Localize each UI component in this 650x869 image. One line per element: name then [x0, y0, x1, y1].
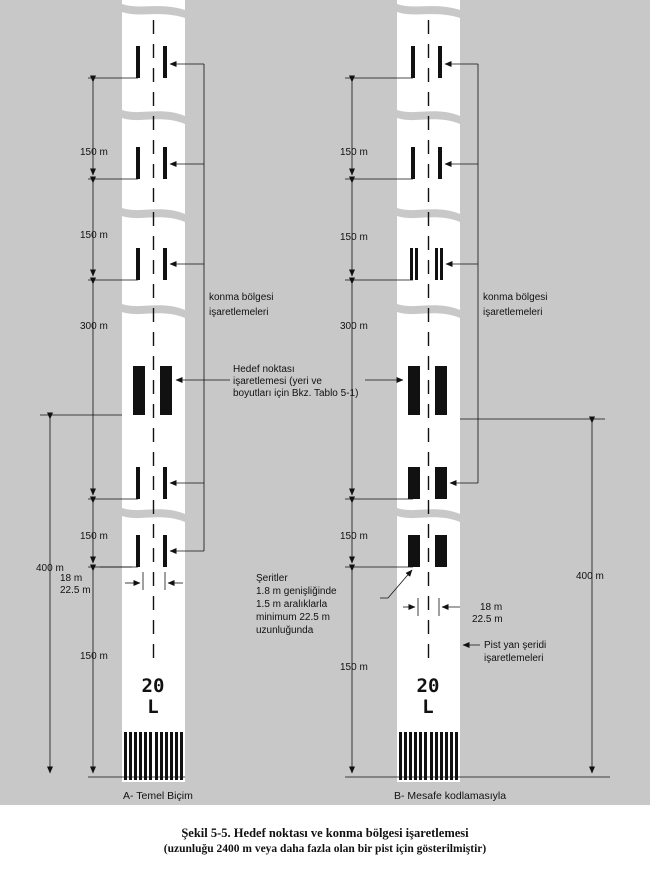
dim-b-18: 18 m — [480, 602, 502, 613]
tdz-markings-b — [408, 46, 447, 567]
dimensions-b — [345, 61, 610, 778]
threshold-b — [399, 732, 458, 780]
runway-number-b: 20 — [417, 675, 440, 697]
panel-a: 20 L — [36, 0, 358, 802]
dim-b-150-1: 150 m — [340, 147, 368, 158]
aim-label-a-line3: boyutları için Bkz. Tablo 5-1) — [233, 388, 358, 399]
panel-a-title: A- Temel Biçim — [123, 790, 193, 802]
side-label-line1: Pist yan şeridi — [484, 640, 546, 651]
tdz-label-b-line1: konma bölgesi — [483, 292, 547, 303]
stripes-label-line4: minimum 22.5 m — [256, 612, 330, 623]
dim-a-18: 18 m — [60, 573, 82, 584]
dim-b-400: 400 m — [576, 571, 604, 582]
panel-b-title: B- Mesafe kodlamasıyla — [394, 790, 506, 802]
dim-b-22-5: 22.5 m — [472, 614, 503, 625]
runway-marking-diagram: 20 L — [36, 0, 610, 802]
dim-b-150-2: 150 m — [340, 232, 368, 243]
dim-a-150-4: 150 m — [80, 651, 108, 662]
stripes-label-line2: 1.8 m genişliğinde — [256, 586, 337, 597]
dim-a-300: 300 m — [80, 321, 108, 332]
tdz-markings-a — [136, 46, 167, 567]
dim-a-150-3: 150 m — [80, 531, 108, 542]
runway-number-a: 20 — [142, 675, 165, 697]
figure-background — [0, 0, 650, 805]
dim-a-400: 400 m — [36, 563, 64, 574]
runway-letter-a: L — [147, 696, 158, 718]
aim-label-a-line2: işaretlemesi (yeri ve — [233, 376, 322, 387]
runway-letter-b: L — [422, 696, 433, 718]
threshold-a — [124, 732, 183, 780]
figure-caption-subtitle: (uzunluğu 2400 m veya daha fazla olan bi… — [163, 843, 487, 855]
dim-b-150-4: 150 m — [340, 662, 368, 673]
tdz-label-a-line2: işaretlemeleri — [209, 307, 268, 318]
panel-b: 20 L — [256, 0, 610, 802]
dim-a-150-2: 150 m — [80, 230, 108, 241]
tdz-label-b-line2: işaretlemeleri — [483, 307, 542, 318]
aiming-point-b — [408, 366, 447, 415]
aiming-point-a — [133, 366, 172, 415]
figure-caption-title: Şekil 5-5. Hedef noktası ve konma bölges… — [181, 826, 469, 840]
dim-b-300: 300 m — [340, 321, 368, 332]
stripes-label-line1: Şeritler — [256, 573, 288, 584]
aim-label-a-line1: Hedef noktası — [233, 364, 295, 375]
stripes-label-line3: 1.5 m aralıklarla — [256, 599, 328, 610]
stripes-label-line5: uzunluğunda — [256, 625, 314, 636]
dim-a-150-1: 150 m — [80, 147, 108, 158]
dimensions-a — [40, 61, 230, 778]
side-label-line2: işaretlemeleri — [484, 653, 543, 664]
dim-b-150-3: 150 m — [340, 531, 368, 542]
tdz-label-a-line1: konma bölgesi — [209, 292, 273, 303]
dim-a-22-5: 22.5 m — [60, 585, 91, 596]
